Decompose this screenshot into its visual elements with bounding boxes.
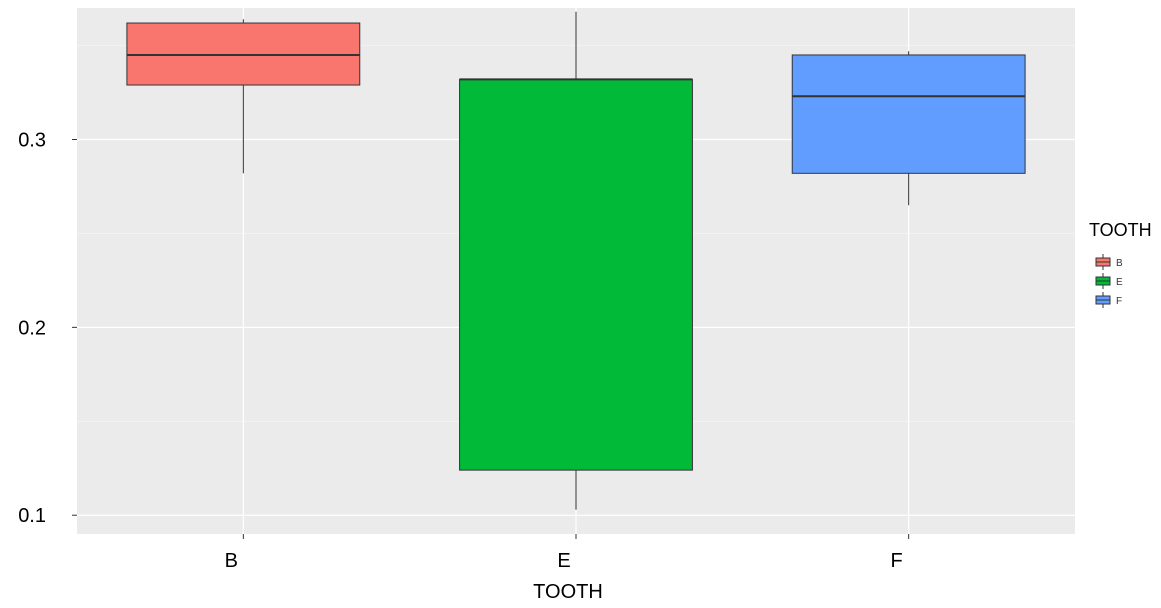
legend-item-E: E bbox=[1095, 273, 1123, 289]
y-tick-label: 0.1 bbox=[18, 505, 46, 527]
box-F bbox=[791, 51, 1026, 206]
box-B bbox=[126, 19, 361, 174]
box-body bbox=[791, 54, 1026, 174]
x-axis-title: TOOTH bbox=[533, 581, 603, 603]
legend-label: F bbox=[1116, 296, 1122, 307]
legend-item-B: B bbox=[1095, 254, 1123, 270]
legend-item-F: F bbox=[1095, 292, 1122, 308]
legend: TOOTH BEF bbox=[1089, 220, 1152, 308]
legend-label: E bbox=[1116, 277, 1123, 288]
y-tick-label: 0.2 bbox=[18, 317, 46, 339]
x-tick-label: E bbox=[557, 550, 570, 572]
legend-title: TOOTH bbox=[1089, 220, 1152, 240]
legend-items: BEF bbox=[1095, 254, 1123, 308]
y-tick-label: 0.3 bbox=[18, 130, 46, 152]
box-E bbox=[459, 11, 693, 510]
legend-label: B bbox=[1116, 258, 1123, 269]
boxes bbox=[126, 11, 1026, 510]
box-body bbox=[459, 78, 693, 471]
x-tick-label: F bbox=[891, 550, 903, 572]
x-tick-label: B bbox=[225, 550, 238, 572]
y-axis-ticks: 0.1 0.2 0.3 bbox=[18, 130, 77, 527]
